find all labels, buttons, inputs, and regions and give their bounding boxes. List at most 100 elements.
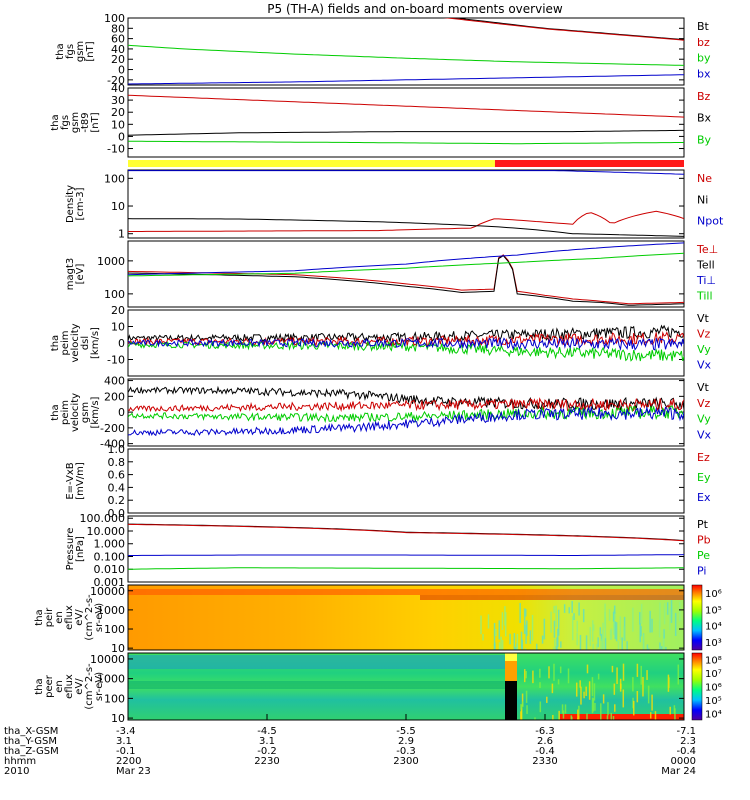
heatmap-gap <box>505 681 517 720</box>
heatmap-streak <box>520 711 522 720</box>
legend-Bt: Bt <box>697 20 710 33</box>
y-axis-label: [km/s] <box>90 327 101 359</box>
heatmap-streak <box>570 715 572 720</box>
heatmap-streak <box>614 704 616 712</box>
heatmap-streak <box>577 709 579 719</box>
heatmap-streak <box>578 602 580 616</box>
series-line-bx <box>128 74 684 85</box>
heatmap-streak <box>551 683 554 694</box>
legend-Ez: Ez <box>697 451 710 464</box>
heatmap-streak <box>674 708 676 720</box>
heatmap-streak <box>614 612 616 620</box>
heatmap-streak <box>560 641 562 648</box>
x-tick-label: -3.4 <box>116 726 136 737</box>
colorbar-tick-label: 10⁵ <box>705 696 722 707</box>
legend-by: by <box>697 52 711 65</box>
heatmap-streak <box>597 637 599 648</box>
legend-Ne: Ne <box>697 172 712 185</box>
y-tick-label: 0 <box>118 130 125 143</box>
y-tick-label: 0.0 <box>108 507 126 520</box>
heatmap-streak <box>513 633 516 650</box>
heatmap-streak <box>642 676 644 697</box>
heatmap-streak <box>659 602 661 628</box>
legend-Vt: Vt <box>697 381 710 394</box>
heatmap-streak <box>557 609 560 636</box>
x-tick-label: 2.9 <box>398 736 414 747</box>
heatmap-streak <box>567 668 570 684</box>
y-axis-label: eflux <box>64 605 75 630</box>
y-tick-label: 0.4 <box>108 481 126 494</box>
series-line-Ti⊥ <box>128 242 684 276</box>
heatmap-streak <box>622 689 625 708</box>
series-line-Pi <box>128 554 684 556</box>
y-axis-label: [mV/m] <box>75 462 86 500</box>
heatmap-streak <box>592 624 595 631</box>
panel-magt3: 100 1000 magt3 [eV] Te⊥ Tell Ti⊥ Till <box>65 240 718 308</box>
heatmap-streak <box>654 711 657 720</box>
heatmap-streak <box>532 670 534 684</box>
y-axis-label: (cm^2-s- <box>84 663 95 710</box>
legend-Till: Till <box>696 290 713 303</box>
y-axis-label: Pressure <box>65 528 76 571</box>
heatmap-streak <box>543 618 546 640</box>
heatmap-streak <box>640 665 642 685</box>
heatmap-streak <box>577 718 579 720</box>
heatmap-streak <box>553 663 555 681</box>
panel-peer_en_eflux: 10⁴ 10⁵ 10⁶ 10⁷ 10⁸ 10 100 1000 10000 tha peer en ef… <box>34 652 722 725</box>
heatmap-streak <box>669 706 671 715</box>
y-axis-label: magt3 <box>65 258 76 291</box>
heatmap-band <box>128 681 508 689</box>
heatmap-streak <box>636 690 639 703</box>
x-tick-label: Mar 23 <box>116 766 151 777</box>
colorbar <box>691 584 703 651</box>
series-line-Npot <box>128 170 684 175</box>
heatmap-streak <box>536 643 538 650</box>
heatmap-streak <box>521 701 524 708</box>
y-axis-label: dsl <box>80 336 91 350</box>
heatmap-streak <box>525 671 527 679</box>
heatmap-streak <box>524 648 527 650</box>
heatmap-streak <box>600 633 603 642</box>
heatmap-streak <box>663 629 665 639</box>
y-axis-label: tha <box>34 609 45 625</box>
heatmap-streak <box>649 712 652 719</box>
heatmap-streak <box>579 680 581 688</box>
y-tick-label: -10 <box>107 354 125 367</box>
heatmap-streak <box>607 702 609 716</box>
legend-Vy: Vy <box>697 343 711 356</box>
y-tick-label: 1.000 <box>94 538 126 551</box>
y-tick-label: 0.001 <box>94 576 126 589</box>
y-tick-label: 0 <box>118 406 125 419</box>
y-axis-label: Density <box>65 185 76 223</box>
heatmap-streak <box>586 713 588 720</box>
heatmap-streak <box>668 677 671 688</box>
colorbar-tick-label: 10⁵ <box>705 605 722 616</box>
heatmap-streak <box>493 644 496 650</box>
y-tick-label: -20 <box>107 74 125 87</box>
heatmap-streak <box>501 612 504 630</box>
colorbar-tick-label: 10⁴ <box>705 622 722 633</box>
series-line-Vy <box>128 340 684 362</box>
legend-Vt: Vt <box>697 312 710 325</box>
heatmap-streak <box>643 634 645 650</box>
x-tick-label: 2300 <box>393 756 418 767</box>
heatmap-streak <box>669 608 671 631</box>
heatmap-streak <box>529 630 532 644</box>
heatmap-streak <box>552 714 554 720</box>
heatmap-streak <box>523 669 526 683</box>
y-axis-label: [nPa] <box>75 536 86 562</box>
heatmap-streak <box>557 648 559 650</box>
legend-Tell: Tell <box>696 259 715 272</box>
heatmap-streak <box>557 679 560 685</box>
legend-Pb: Pb <box>697 534 711 547</box>
heatmap-streak <box>493 622 496 647</box>
colorbar-tick-label: 10⁴ <box>705 709 722 720</box>
heatmap-streak <box>604 638 607 650</box>
panel-mode_bar <box>128 160 684 167</box>
heatmap-streak <box>550 611 552 633</box>
panel-frame <box>127 169 685 239</box>
x-axis-row-label: tha_Y-GSM <box>4 736 57 747</box>
series-line-Tell <box>128 255 684 306</box>
y-tick-label: 1 <box>118 228 125 241</box>
series-line-Te⊥ <box>128 254 684 305</box>
